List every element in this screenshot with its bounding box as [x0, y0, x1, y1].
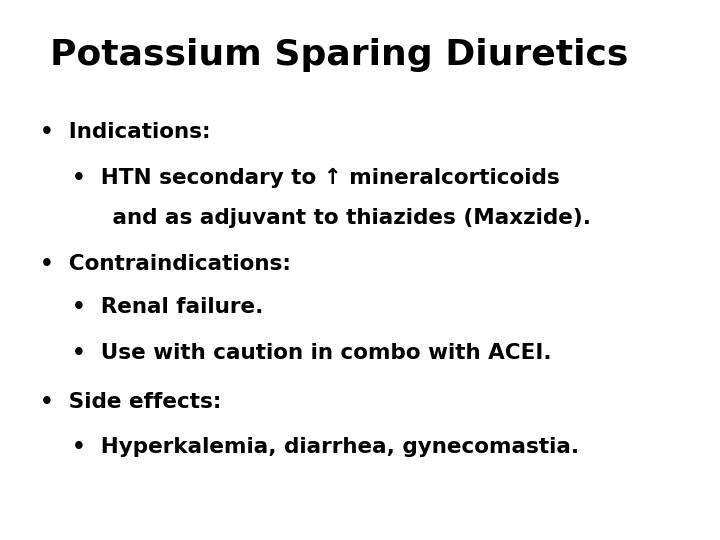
Text: •  Use with caution in combo with ACEI.: • Use with caution in combo with ACEI.: [72, 343, 552, 363]
Text: •  Renal failure.: • Renal failure.: [72, 297, 264, 317]
Text: •  HTN secondary to ↑ mineralcorticoids: • HTN secondary to ↑ mineralcorticoids: [72, 167, 559, 187]
Text: •  Contraindications:: • Contraindications:: [40, 254, 290, 274]
Text: •  Hyperkalemia, diarrhea, gynecomastia.: • Hyperkalemia, diarrhea, gynecomastia.: [72, 437, 579, 457]
Text: •  Indications:: • Indications:: [40, 122, 210, 141]
Text: •  Side effects:: • Side effects:: [40, 392, 221, 411]
Text: and as adjuvant to thiazides (Maxzide).: and as adjuvant to thiazides (Maxzide).: [90, 208, 591, 228]
Text: Potassium Sparing Diuretics: Potassium Sparing Diuretics: [50, 38, 629, 72]
